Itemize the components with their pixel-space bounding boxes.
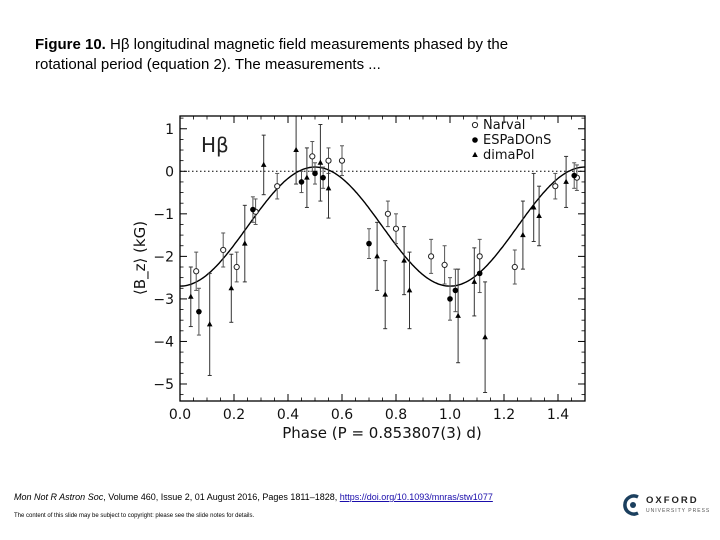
dimapol-point [293,146,299,153]
legend-narval-label: Narval [483,118,525,133]
narval-point [428,253,435,260]
x-tick-label: 0.2 [223,407,245,423]
legend-espadons-label: ESPaDOnS [483,133,551,148]
dimapol-point [482,333,488,340]
espadons-point [312,170,318,177]
y-tick-label: 1 [165,122,174,138]
caption-text: Hβ longitudinal magnetic field measureme… [35,36,509,73]
narval-point [325,157,332,164]
figure-caption: Figure 10. Hβ longitudinal magnetic fiel… [35,35,555,75]
dimapol-point [206,321,213,327]
x-tick-label: 0.8 [385,407,407,423]
espadons-point [366,240,372,247]
dimapol-point [188,293,194,299]
journal-name: Mon Not R Astron Soc [14,492,104,502]
legend-narval-marker [471,121,479,129]
hbeta-phase-plot: 0.0 0.2 0.4 0.6 0.8 1.0 1.2 1.4 1 0 −1 −2 −3 −4 −5 Hβ… [130,108,590,443]
x-tick-label: 1.0 [439,407,461,423]
dimapol-point [374,253,380,259]
legend-dimapol-marker [472,151,478,157]
narval-point [274,183,281,190]
sinusoidal-fit-curve [180,166,586,287]
publisher-subtitle: UNIVERSITY PRESS [646,508,711,514]
espadons-point [298,179,305,185]
espadons-point [250,206,256,213]
citation-details: , Volume 460, Issue 2, 01 August 2016, P… [103,492,338,502]
dimapol-point [317,159,324,165]
espadons-point [452,287,459,294]
narval-point [511,263,518,271]
dimapol-point [325,185,332,191]
dimapol-point [471,278,478,284]
x-tick-label: 0.6 [331,407,353,423]
figure-label: Figure 10. [35,36,106,53]
narval-point [384,210,391,217]
y-tick-label: −1 [153,207,174,223]
oxford-emblem-icon [623,494,639,516]
x-tick-label: 1.4 [547,407,569,423]
legend-dimapol-label: dimaPol [483,148,534,163]
oxford-logo: OXFORD UNIVERSITY PRESS [622,493,712,521]
espadons-point [571,172,577,179]
copyright-note: The content of this slide may be subject… [14,513,255,519]
narval-point [220,246,227,254]
espadons-point [320,174,326,181]
dimapol-point [406,287,413,293]
narval-point [338,157,346,164]
y-tick-label: −4 [153,334,174,350]
narval-point [309,153,316,160]
citation: Mon Not R Astron Soc, Volume 460, Issue … [14,492,493,502]
dimapol-point [455,312,461,318]
y-tick-label: −2 [153,249,174,265]
x-axis-label: Phase (P = 0.853807(3) d) [282,424,482,442]
publisher-name: OXFORD [646,495,699,506]
dimapol-point [260,161,267,167]
narval-point [193,268,200,275]
dimapol-point [563,178,569,184]
dimapol-point [382,291,388,297]
x-tick-label: 0.0 [169,407,191,423]
espadons-point [476,270,483,277]
doi-link[interactable]: https://doi.org/10.1093/mnras/stw1077 [339,492,493,502]
y-tick-label: 0 [165,164,174,180]
x-tick-label: 0.4 [277,407,299,423]
legend-espadons-marker [472,137,478,143]
dimapol-point [401,257,407,263]
narval-point [392,225,400,232]
espadons-point [447,296,453,302]
dimapol-point [530,204,537,210]
dimapol-point [242,240,248,246]
narval-point [441,261,448,268]
espadons-point [196,308,202,315]
narval-point [552,183,559,190]
narval-point [233,263,240,271]
y-tick-label: −3 [153,292,174,308]
y-tick-label: −5 [153,377,174,393]
dimapol-point [304,174,310,180]
dimapol-point [228,285,235,291]
x-tick-label: 1.2 [493,407,515,423]
narval-point [476,253,483,260]
y-axis-label: ⟨B_z⟩ (kG) [131,221,150,295]
dimapol-point [520,231,526,238]
panel-label: Hβ [201,133,229,157]
dimapol-point [536,212,542,218]
